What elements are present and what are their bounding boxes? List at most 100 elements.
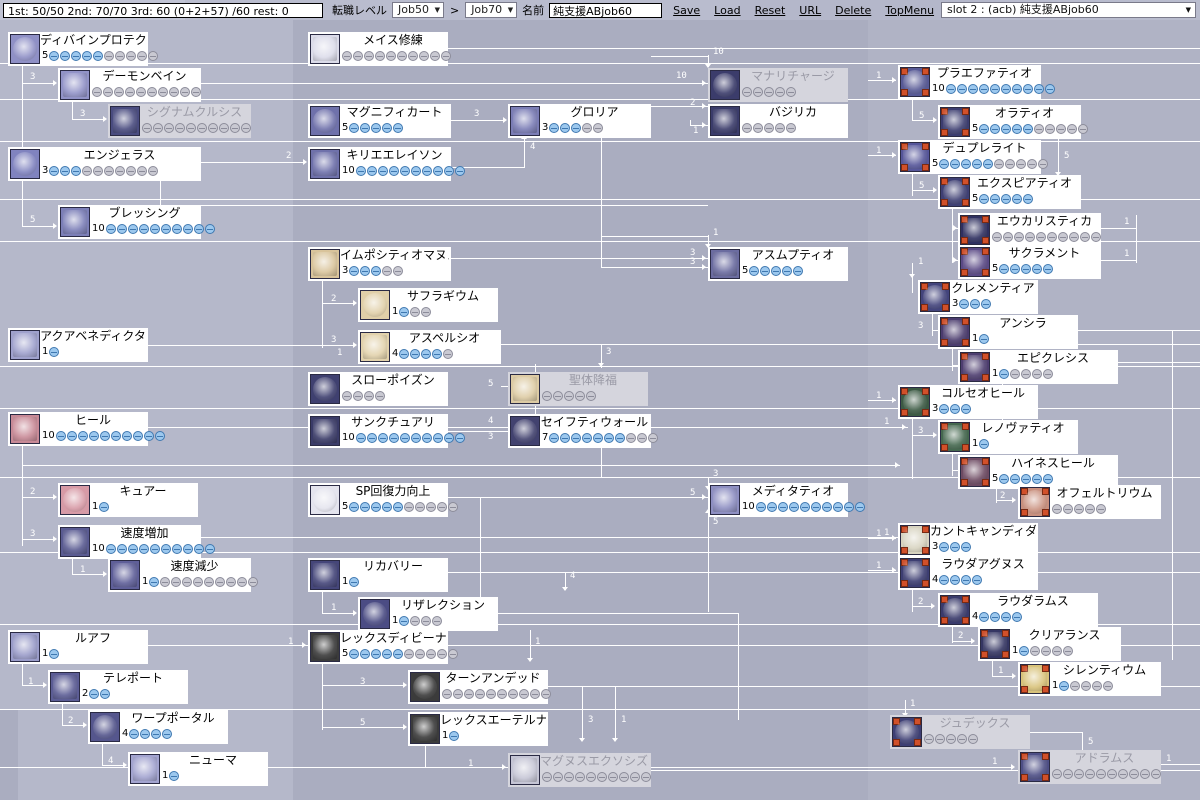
skill-pip[interactable] [1032,369,1043,379]
skill-pip[interactable] [508,689,518,699]
skill-pip[interactable] [393,649,404,659]
skill-pip[interactable] [160,577,171,587]
skill-pip[interactable] [410,616,421,626]
skill-pip[interactable] [786,87,796,97]
skill-pip[interactable] [353,391,363,401]
skill-pip[interactable] [519,689,529,699]
skill-pip[interactable] [615,433,626,443]
skill-node-suffragium[interactable]: サフラギウム 1 [358,288,498,322]
skill-pip[interactable] [421,307,432,317]
skill-pip[interactable] [1092,681,1103,691]
skill-pip[interactable] [950,542,961,552]
skill-pip[interactable] [454,433,465,443]
skill-pip[interactable] [760,266,771,276]
skill-pip[interactable] [397,51,407,61]
skill-pip[interactable] [382,502,393,512]
skill-pip[interactable] [1012,124,1023,134]
skill-level-pips[interactable] [49,51,159,61]
skill-pip[interactable] [171,224,182,234]
skill-node-adoramus[interactable]: アドラムス [1018,750,1161,784]
skill-pip[interactable] [1052,646,1063,656]
skill-pip[interactable] [999,474,1010,484]
skill-node-ruwach[interactable]: ルアフ 1 [8,630,148,664]
skill-pip[interactable] [777,502,788,512]
skill-pip[interactable] [449,731,460,741]
skill-pip[interactable] [342,51,352,61]
skill-pip[interactable] [1085,504,1095,514]
skill-pip[interactable] [415,649,426,659]
skill-pip[interactable] [608,772,618,782]
skill-pip[interactable] [399,349,410,359]
skill-pip[interactable] [169,771,180,781]
delete-link[interactable]: Delete [835,3,872,17]
skill-pip[interactable] [1016,159,1027,169]
skill-level-pips[interactable] [749,266,804,276]
skill-pip[interactable] [149,224,160,234]
skill-pip[interactable] [1069,232,1079,242]
skill-pip[interactable] [204,544,215,554]
skill-pip[interactable] [371,266,382,276]
skill-pip[interactable] [191,87,201,97]
skill-pip[interactable] [442,689,452,699]
skill-node-meditatio[interactable]: メディタティオ 10 [708,483,865,517]
skill-pip[interactable] [586,772,596,782]
skill-level-pips[interactable] [442,689,552,699]
skill-pip[interactable] [421,349,432,359]
skill-pip[interactable] [180,87,190,97]
skill-pip[interactable] [355,166,366,176]
skill-level-pips[interactable] [979,612,1023,622]
skill-level-pips[interactable] [1052,769,1162,779]
skill-pip[interactable] [360,502,371,512]
skill-pip[interactable] [138,544,149,554]
skill-pip[interactable] [961,404,972,414]
skill-level-pips[interactable] [349,123,404,133]
topmenu-link[interactable]: TopMenu [885,3,935,17]
skill-pip[interactable] [371,649,382,659]
skill-pip[interactable] [1045,124,1056,134]
skill-pip[interactable] [630,772,640,782]
skill-pip[interactable] [582,123,593,133]
skill-node-expiatio[interactable]: エクスピアティオ 5 [938,175,1081,209]
skill-pip[interactable] [169,87,179,97]
skill-level-pips[interactable] [924,734,979,744]
skill-pip[interactable] [175,123,185,133]
skill-pip[interactable] [486,689,496,699]
skill-pip[interactable] [125,87,135,97]
skill-pip[interactable] [950,404,961,414]
skill-node-renovatio[interactable]: レノヴァティオ 1 [938,420,1078,454]
skill-pip[interactable] [349,266,360,276]
skill-pip[interactable] [149,577,160,587]
skill-pip[interactable] [1033,84,1044,94]
skill-pip[interactable] [153,123,163,133]
skill-pip[interactable] [464,689,474,699]
skill-node-clearance[interactable]: クリアランス 1 [978,627,1121,661]
skill-pip[interactable] [160,224,171,234]
skill-pip[interactable] [1038,159,1049,169]
skill-pip[interactable] [782,266,793,276]
skill-level-pips[interactable] [49,649,60,659]
skill-pip[interactable] [475,689,485,699]
skill-pip[interactable] [71,51,82,61]
skill-pip[interactable] [104,51,115,61]
skill-pip[interactable] [399,616,410,626]
skill-pip[interactable] [132,431,143,441]
skill-level-pips[interactable] [129,729,173,739]
skill-pip[interactable] [410,349,421,359]
skill-pip[interactable] [575,772,585,782]
skill-level-pips[interactable] [349,649,459,659]
skill-node-ancilla[interactable]: アンシラ 1 [938,315,1078,349]
skill-level-pips[interactable] [1019,646,1074,656]
skill-pip[interactable] [426,502,437,512]
skill-pip[interactable] [1063,646,1074,656]
skill-pip[interactable] [355,433,366,443]
skill-pip[interactable] [799,502,810,512]
skill-pip[interactable] [386,51,396,61]
skill-pip[interactable] [542,772,552,782]
skill-pip[interactable] [755,502,766,512]
skill-pip[interactable] [989,84,1000,94]
skill-pip[interactable] [764,87,774,97]
skill-pip[interactable] [388,166,399,176]
skill-node-magnificat[interactable]: マグニフィカート 5 [308,104,451,138]
skill-pip[interactable] [766,502,777,512]
skill-level-pips[interactable] [979,124,1089,134]
